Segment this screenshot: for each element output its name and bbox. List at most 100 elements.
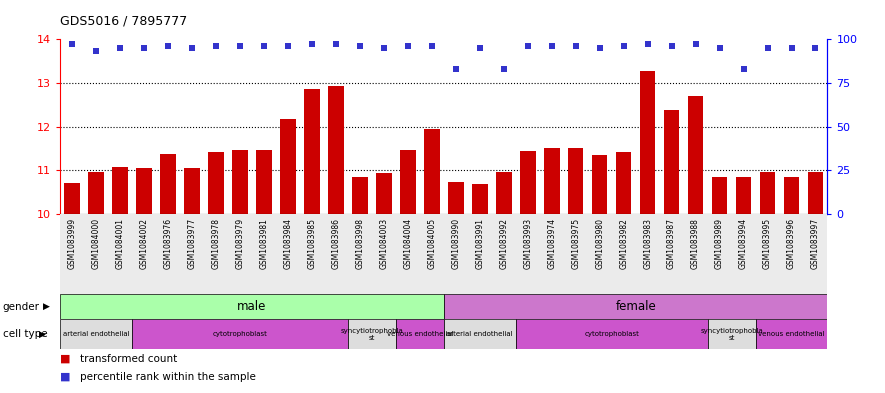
Point — [736, 66, 750, 72]
Text: GSM1083993: GSM1083993 — [523, 218, 532, 269]
Text: GSM1083995: GSM1083995 — [763, 218, 772, 269]
Text: cytotrophoblast: cytotrophoblast — [212, 331, 267, 337]
Bar — [396, 319, 444, 349]
Point — [712, 45, 727, 51]
Bar — [756, 319, 827, 349]
Text: GSM1083988: GSM1083988 — [691, 218, 700, 269]
Bar — [281, 119, 296, 393]
Bar — [732, 214, 756, 294]
Bar — [204, 214, 228, 294]
Bar — [184, 168, 200, 393]
Point — [377, 45, 391, 51]
Bar — [208, 152, 224, 393]
Bar — [444, 294, 827, 319]
Bar — [735, 177, 751, 393]
Text: GSM1083978: GSM1083978 — [212, 218, 220, 269]
Bar — [780, 214, 804, 294]
Point — [544, 43, 558, 49]
Bar — [376, 173, 392, 393]
Point — [520, 43, 535, 49]
Bar — [60, 319, 132, 349]
Text: GSM1083981: GSM1083981 — [259, 218, 268, 269]
Bar — [228, 214, 252, 294]
Text: GSM1083976: GSM1083976 — [164, 218, 173, 269]
Bar — [520, 151, 535, 393]
Bar — [60, 294, 444, 319]
Point — [233, 43, 247, 49]
Bar — [324, 214, 348, 294]
Text: GSM1083991: GSM1083991 — [475, 218, 484, 269]
Bar — [88, 172, 104, 393]
Text: GSM1083974: GSM1083974 — [547, 218, 557, 269]
Bar — [444, 319, 516, 349]
Bar — [400, 150, 416, 393]
Text: GSM1083997: GSM1083997 — [811, 218, 820, 269]
Bar — [516, 319, 708, 349]
Point — [689, 41, 703, 48]
Point — [473, 45, 487, 51]
Bar — [784, 177, 799, 393]
Bar — [448, 182, 464, 393]
Point — [449, 66, 463, 72]
Bar — [419, 214, 444, 294]
Bar — [616, 152, 632, 393]
Text: ▶: ▶ — [39, 330, 46, 339]
Text: percentile rank within the sample: percentile rank within the sample — [80, 372, 256, 382]
Point — [353, 43, 367, 49]
Bar — [156, 214, 180, 294]
Bar — [352, 177, 367, 393]
Text: GSM1083982: GSM1083982 — [620, 218, 628, 269]
Bar — [496, 172, 512, 393]
Text: GSM1084004: GSM1084004 — [404, 218, 412, 269]
Text: GDS5016 / 7895777: GDS5016 / 7895777 — [60, 14, 188, 27]
Text: GSM1083996: GSM1083996 — [787, 218, 796, 269]
Bar — [659, 214, 683, 294]
Text: syncytiotrophobla
st: syncytiotrophobla st — [700, 328, 763, 341]
Text: GSM1083979: GSM1083979 — [235, 218, 244, 269]
Bar — [472, 184, 488, 393]
Text: GSM1083998: GSM1083998 — [356, 218, 365, 269]
Text: venous endothelial: venous endothelial — [758, 331, 825, 337]
Text: GSM1083986: GSM1083986 — [331, 218, 341, 269]
Text: ■: ■ — [60, 354, 71, 364]
Bar — [160, 154, 176, 393]
Bar — [804, 214, 827, 294]
Point — [665, 43, 679, 49]
Text: GSM1084001: GSM1084001 — [116, 218, 125, 269]
Text: GSM1083975: GSM1083975 — [571, 218, 581, 269]
Bar — [712, 177, 727, 393]
Point — [161, 43, 175, 49]
Text: GSM1083977: GSM1083977 — [188, 218, 196, 269]
Text: GSM1083987: GSM1083987 — [667, 218, 676, 269]
Text: GSM1084003: GSM1084003 — [380, 218, 389, 269]
Bar — [348, 319, 396, 349]
Bar — [348, 214, 372, 294]
Text: GSM1084002: GSM1084002 — [140, 218, 149, 269]
Text: GSM1084000: GSM1084000 — [92, 218, 101, 269]
Point — [569, 43, 583, 49]
Bar — [424, 129, 440, 393]
Text: GSM1083994: GSM1083994 — [739, 218, 748, 269]
Bar — [180, 214, 204, 294]
Bar — [516, 214, 540, 294]
Text: syncytiotrophobla
st: syncytiotrophobla st — [341, 328, 404, 341]
Text: GSM1084005: GSM1084005 — [427, 218, 436, 269]
Bar — [564, 214, 588, 294]
Point — [760, 45, 774, 51]
Bar — [232, 150, 248, 393]
Text: GSM1083983: GSM1083983 — [643, 218, 652, 269]
Text: GSM1083989: GSM1083989 — [715, 218, 724, 269]
Bar — [252, 214, 276, 294]
Bar — [444, 214, 468, 294]
Text: GSM1083992: GSM1083992 — [499, 218, 508, 269]
Point — [304, 41, 319, 48]
Bar — [612, 214, 635, 294]
Bar — [635, 214, 659, 294]
Text: GSM1083999: GSM1083999 — [67, 218, 77, 269]
Text: cytotrophoblast: cytotrophoblast — [584, 331, 639, 337]
Bar — [540, 214, 564, 294]
Point — [593, 45, 607, 51]
Text: GSM1083985: GSM1083985 — [307, 218, 317, 269]
Point — [185, 45, 199, 51]
Bar — [304, 89, 319, 393]
